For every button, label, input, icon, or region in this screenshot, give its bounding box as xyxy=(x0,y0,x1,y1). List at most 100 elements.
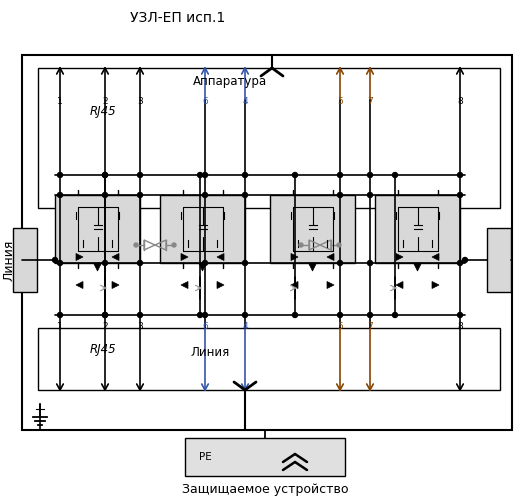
Text: 3: 3 xyxy=(137,322,143,331)
Polygon shape xyxy=(199,263,206,271)
Bar xyxy=(38,328,500,390)
Circle shape xyxy=(367,192,373,198)
Circle shape xyxy=(58,192,62,198)
Circle shape xyxy=(202,192,208,198)
Circle shape xyxy=(103,192,107,198)
Text: 7: 7 xyxy=(367,322,373,331)
Polygon shape xyxy=(76,282,83,288)
Text: RJ45: RJ45 xyxy=(90,106,117,118)
Text: 2: 2 xyxy=(102,97,108,106)
Polygon shape xyxy=(396,282,403,288)
Circle shape xyxy=(202,312,208,318)
Polygon shape xyxy=(76,254,83,260)
Circle shape xyxy=(243,260,247,266)
Text: Линия: Линия xyxy=(3,240,16,281)
Circle shape xyxy=(137,260,143,266)
Circle shape xyxy=(202,260,208,266)
Polygon shape xyxy=(432,254,439,260)
Circle shape xyxy=(198,312,202,318)
Polygon shape xyxy=(327,254,334,260)
Circle shape xyxy=(243,192,247,198)
Text: Защищаемое устройство: Защищаемое устройство xyxy=(182,484,348,496)
Bar xyxy=(375,195,460,263)
Circle shape xyxy=(134,243,138,247)
Text: 5: 5 xyxy=(337,322,343,331)
Circle shape xyxy=(337,243,341,247)
Circle shape xyxy=(337,260,343,266)
Circle shape xyxy=(392,312,398,318)
Text: 1: 1 xyxy=(57,97,63,106)
Circle shape xyxy=(392,172,398,178)
Circle shape xyxy=(137,312,143,318)
Polygon shape xyxy=(217,254,224,260)
Text: 4: 4 xyxy=(242,97,248,106)
Circle shape xyxy=(243,172,247,178)
Circle shape xyxy=(103,172,107,178)
Text: 8: 8 xyxy=(457,97,463,106)
Circle shape xyxy=(457,260,463,266)
Bar xyxy=(487,228,511,292)
Circle shape xyxy=(103,312,107,318)
Circle shape xyxy=(58,172,62,178)
Circle shape xyxy=(103,312,107,318)
Text: 2: 2 xyxy=(102,322,108,331)
Text: 6: 6 xyxy=(202,97,208,106)
Circle shape xyxy=(202,172,208,178)
Text: 8: 8 xyxy=(457,322,463,331)
Polygon shape xyxy=(413,263,421,271)
Circle shape xyxy=(103,260,107,266)
Text: PE: PE xyxy=(199,452,212,462)
Bar xyxy=(13,228,37,292)
Circle shape xyxy=(367,312,373,318)
Circle shape xyxy=(292,172,298,178)
Circle shape xyxy=(243,312,247,318)
Circle shape xyxy=(137,172,143,178)
Bar xyxy=(160,195,245,263)
Bar xyxy=(55,195,140,263)
Circle shape xyxy=(299,243,303,247)
Text: 1: 1 xyxy=(57,322,63,331)
Bar xyxy=(22,55,512,430)
Circle shape xyxy=(137,192,143,198)
Text: 6: 6 xyxy=(202,322,208,331)
Circle shape xyxy=(463,258,467,262)
Circle shape xyxy=(367,172,373,178)
Polygon shape xyxy=(112,254,119,260)
Bar xyxy=(38,68,500,208)
Polygon shape xyxy=(112,282,119,288)
Circle shape xyxy=(58,260,62,266)
Polygon shape xyxy=(291,282,298,288)
Bar xyxy=(185,438,345,476)
Circle shape xyxy=(337,172,343,178)
Polygon shape xyxy=(291,254,298,260)
Circle shape xyxy=(292,312,298,318)
Text: RJ45: RJ45 xyxy=(90,344,117,356)
Polygon shape xyxy=(181,282,188,288)
Polygon shape xyxy=(93,263,102,271)
Circle shape xyxy=(457,192,463,198)
Circle shape xyxy=(367,260,373,266)
Polygon shape xyxy=(181,254,188,260)
Circle shape xyxy=(457,172,463,178)
Bar xyxy=(270,195,355,263)
Text: 4: 4 xyxy=(242,322,248,331)
Circle shape xyxy=(457,312,463,318)
Polygon shape xyxy=(396,254,403,260)
Polygon shape xyxy=(309,263,316,271)
Text: 7: 7 xyxy=(367,97,373,106)
Circle shape xyxy=(103,172,107,178)
Polygon shape xyxy=(327,282,334,288)
Text: 3: 3 xyxy=(137,97,143,106)
Polygon shape xyxy=(432,282,439,288)
Polygon shape xyxy=(217,282,224,288)
Circle shape xyxy=(58,312,62,318)
Text: Линия: Линия xyxy=(190,346,230,358)
Circle shape xyxy=(172,243,176,247)
Circle shape xyxy=(337,312,343,318)
Text: 5: 5 xyxy=(337,97,343,106)
Text: Аппаратура: Аппаратура xyxy=(193,76,267,88)
Circle shape xyxy=(52,258,58,262)
Circle shape xyxy=(198,172,202,178)
Circle shape xyxy=(337,192,343,198)
Text: УЗЛ-ЕП исп.1: УЗЛ-ЕП исп.1 xyxy=(130,11,225,25)
